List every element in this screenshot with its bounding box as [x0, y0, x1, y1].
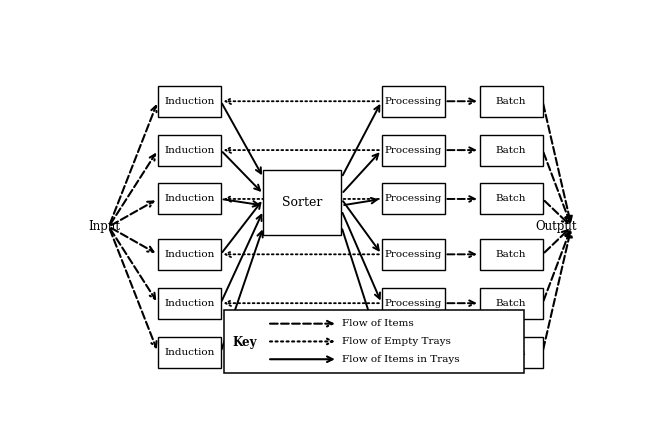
Text: Processing: Processing [384, 348, 442, 357]
FancyBboxPatch shape [225, 310, 524, 373]
FancyBboxPatch shape [158, 337, 221, 368]
Text: Induction: Induction [164, 195, 214, 203]
FancyBboxPatch shape [480, 184, 543, 214]
FancyBboxPatch shape [382, 135, 445, 165]
FancyBboxPatch shape [158, 239, 221, 270]
FancyBboxPatch shape [480, 337, 543, 368]
Text: Processing: Processing [384, 146, 442, 154]
FancyBboxPatch shape [158, 135, 221, 165]
Text: Flow of Empty Trays: Flow of Empty Trays [341, 337, 450, 346]
FancyBboxPatch shape [382, 288, 445, 319]
Text: Processing: Processing [384, 299, 442, 308]
FancyBboxPatch shape [382, 337, 445, 368]
Text: Induction: Induction [164, 250, 214, 259]
Text: Induction: Induction [164, 97, 214, 106]
FancyBboxPatch shape [480, 288, 543, 319]
Text: Flow of Items in Trays: Flow of Items in Trays [341, 355, 459, 364]
Text: Batch: Batch [496, 146, 526, 154]
Text: Output: Output [535, 220, 576, 233]
Text: Batch: Batch [496, 348, 526, 357]
FancyBboxPatch shape [158, 288, 221, 319]
Text: Processing: Processing [384, 195, 442, 203]
Text: Input: Input [89, 220, 121, 233]
FancyBboxPatch shape [382, 184, 445, 214]
Text: Batch: Batch [496, 299, 526, 308]
Text: Induction: Induction [164, 348, 214, 357]
Text: Batch: Batch [496, 195, 526, 203]
FancyBboxPatch shape [158, 184, 221, 214]
Text: Induction: Induction [164, 146, 214, 154]
Text: Induction: Induction [164, 299, 214, 308]
FancyBboxPatch shape [263, 170, 341, 235]
Text: Key: Key [232, 336, 257, 349]
FancyBboxPatch shape [480, 135, 543, 165]
Text: Batch: Batch [496, 250, 526, 259]
FancyBboxPatch shape [382, 239, 445, 270]
FancyBboxPatch shape [158, 86, 221, 117]
Text: Sorter: Sorter [282, 196, 323, 209]
Text: Batch: Batch [496, 97, 526, 106]
Text: Flow of Items: Flow of Items [341, 319, 413, 328]
FancyBboxPatch shape [480, 86, 543, 117]
Text: Processing: Processing [384, 97, 442, 106]
Text: Processing: Processing [384, 250, 442, 259]
FancyBboxPatch shape [382, 86, 445, 117]
FancyBboxPatch shape [480, 239, 543, 270]
